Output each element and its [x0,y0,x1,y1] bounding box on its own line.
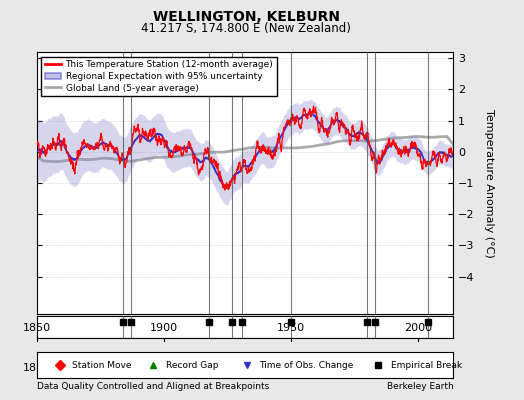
Text: Record Gap: Record Gap [166,360,219,370]
Text: Empirical Break: Empirical Break [391,360,462,370]
Legend: This Temperature Station (12-month average), Regional Expectation with 95% uncer: This Temperature Station (12-month avera… [41,56,277,96]
Text: 41.217 S, 174.800 E (New Zealand): 41.217 S, 174.800 E (New Zealand) [141,22,351,35]
Y-axis label: Temperature Anomaly (°C): Temperature Anomaly (°C) [484,109,494,257]
Text: WELLINGTON, KELBURN: WELLINGTON, KELBURN [153,10,340,24]
Text: Data Quality Controlled and Aligned at Breakpoints: Data Quality Controlled and Aligned at B… [37,382,269,391]
Text: Station Move: Station Move [72,360,132,370]
Text: Berkeley Earth: Berkeley Earth [387,382,453,391]
Text: Time of Obs. Change: Time of Obs. Change [259,360,354,370]
